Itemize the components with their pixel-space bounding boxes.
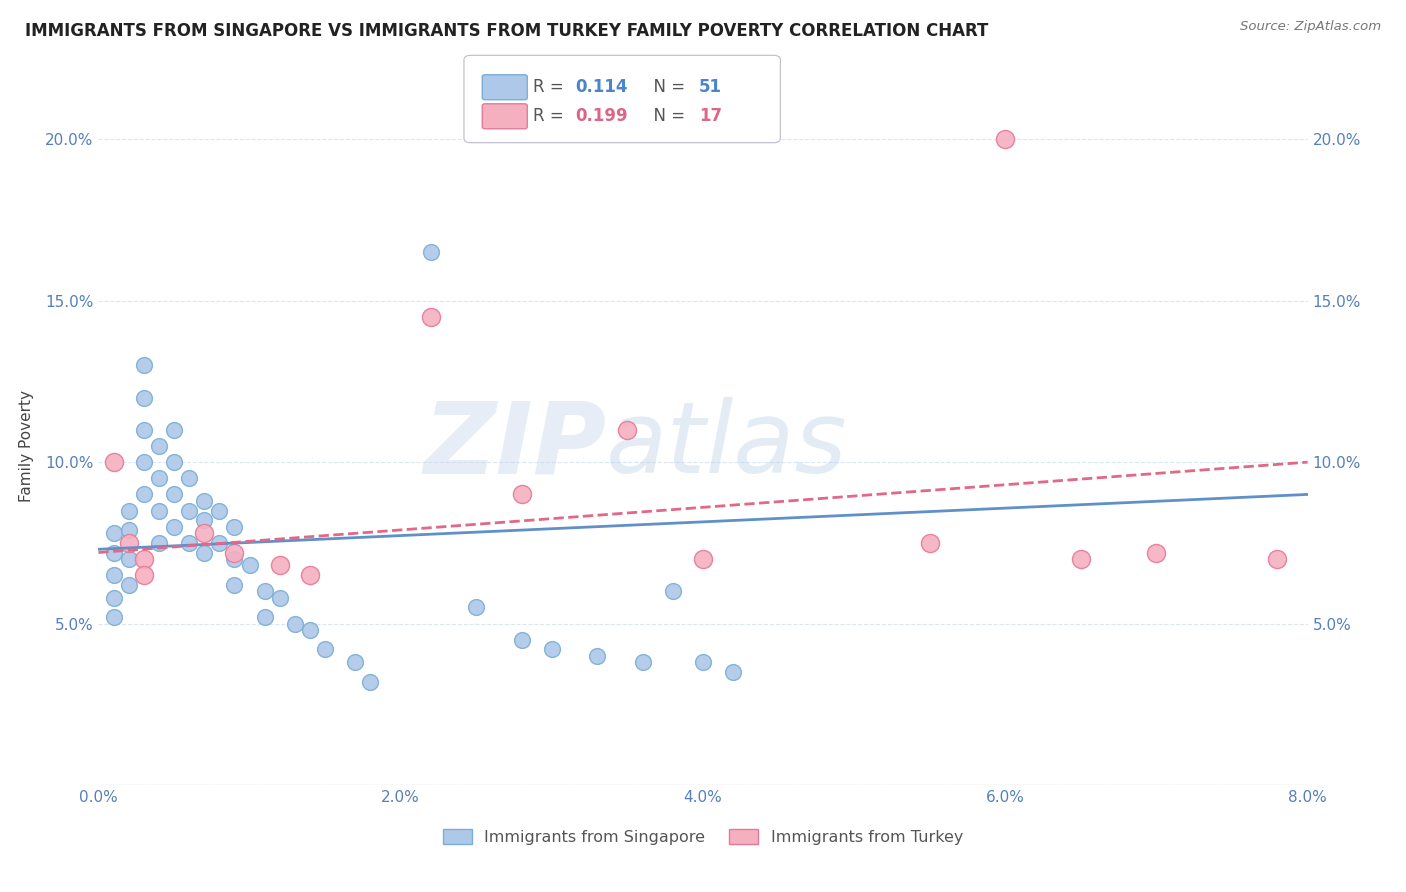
Point <box>148 471 170 485</box>
Point <box>118 536 141 550</box>
Point <box>103 610 125 624</box>
Point <box>723 665 745 679</box>
Text: Source: ZipAtlas.com: Source: ZipAtlas.com <box>1240 20 1381 33</box>
Point <box>193 526 215 541</box>
Point <box>118 503 141 517</box>
Point <box>918 536 941 550</box>
Text: R =: R = <box>533 78 569 96</box>
Point <box>253 584 276 599</box>
Point <box>224 578 246 592</box>
Point <box>103 568 125 582</box>
Legend: Immigrants from Singapore, Immigrants from Turkey: Immigrants from Singapore, Immigrants fr… <box>436 822 970 852</box>
Text: ZIP: ZIP <box>423 398 606 494</box>
Point <box>148 439 170 453</box>
Point <box>465 600 488 615</box>
Point <box>586 648 609 663</box>
Point <box>132 552 155 566</box>
Point <box>193 494 215 508</box>
Point <box>208 503 231 517</box>
Point <box>118 552 141 566</box>
Point <box>269 558 291 573</box>
Point <box>224 552 246 566</box>
Point <box>224 519 246 533</box>
Point <box>103 526 125 541</box>
Point <box>103 591 125 605</box>
Text: IMMIGRANTS FROM SINGAPORE VS IMMIGRANTS FROM TURKEY FAMILY POVERTY CORRELATION C: IMMIGRANTS FROM SINGAPORE VS IMMIGRANTS … <box>25 22 988 40</box>
Point <box>163 519 186 533</box>
Point <box>132 568 155 582</box>
Point <box>1146 545 1168 559</box>
Text: 0.114: 0.114 <box>575 78 627 96</box>
Point <box>344 655 367 669</box>
Point <box>179 471 201 485</box>
Point <box>420 245 443 260</box>
Point <box>132 487 155 501</box>
Point <box>193 545 215 559</box>
Point <box>1267 552 1289 566</box>
Point <box>661 584 683 599</box>
FancyBboxPatch shape <box>482 103 527 128</box>
Point <box>540 642 562 657</box>
Point <box>132 359 155 373</box>
Point <box>118 578 141 592</box>
Point <box>692 655 714 669</box>
Text: 0.199: 0.199 <box>575 107 627 125</box>
Point <box>284 616 307 631</box>
Point <box>616 423 638 437</box>
Point <box>118 523 141 537</box>
Point <box>360 674 382 689</box>
Point <box>132 423 155 437</box>
Point <box>148 536 170 550</box>
Point <box>420 310 443 324</box>
Point <box>269 591 291 605</box>
Point <box>299 568 322 582</box>
FancyBboxPatch shape <box>482 75 527 100</box>
Point <box>692 552 714 566</box>
Point <box>510 632 533 647</box>
Point <box>224 545 246 559</box>
Point <box>631 655 654 669</box>
Point <box>179 536 201 550</box>
Point <box>1070 552 1092 566</box>
Text: 51: 51 <box>699 78 721 96</box>
Point <box>314 642 336 657</box>
Text: N =: N = <box>643 78 690 96</box>
Point <box>163 423 186 437</box>
Text: R =: R = <box>533 107 569 125</box>
Point <box>148 503 170 517</box>
Point <box>193 513 215 527</box>
Text: atlas: atlas <box>606 398 848 494</box>
Point <box>103 545 125 559</box>
Text: N =: N = <box>643 107 690 125</box>
Point <box>239 558 262 573</box>
Point <box>132 391 155 405</box>
Y-axis label: Family Poverty: Family Poverty <box>20 390 34 502</box>
Point <box>103 455 125 469</box>
Point <box>299 623 322 637</box>
Point <box>510 487 533 501</box>
Point <box>208 536 231 550</box>
Text: 17: 17 <box>699 107 721 125</box>
Point <box>179 503 201 517</box>
Point <box>994 132 1017 146</box>
Point <box>132 455 155 469</box>
Point <box>163 487 186 501</box>
Point <box>253 610 276 624</box>
Point <box>163 455 186 469</box>
